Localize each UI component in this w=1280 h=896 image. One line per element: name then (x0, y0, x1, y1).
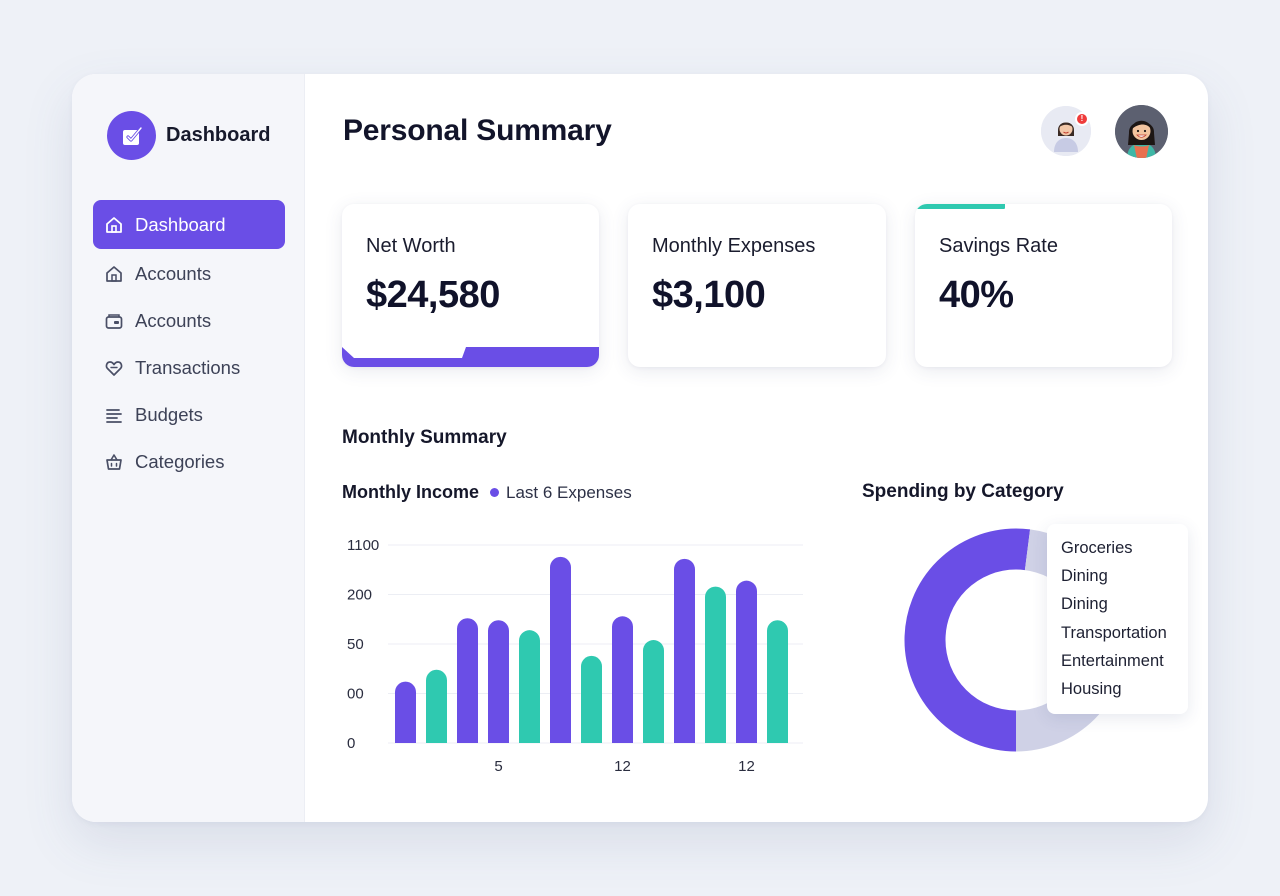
main-content: Personal Summary ! (305, 74, 1208, 822)
card-label: Savings Rate (939, 235, 1058, 257)
category-legend-item[interactable]: Groceries (1061, 539, 1133, 557)
sidebar: Dashboard Dashboard Accounts Accounts (72, 74, 305, 822)
card-label: Monthly Expenses (652, 235, 816, 257)
x-tick-label: 12 (738, 758, 755, 775)
check-calendar-icon (107, 111, 156, 160)
brand-title: Dashboard (166, 124, 271, 146)
savings-rate-card[interactable]: Savings Rate 40% (915, 204, 1172, 367)
category-legend-item[interactable]: Dining (1061, 595, 1108, 614)
bar[interactable] (519, 630, 540, 743)
bar[interactable] (612, 616, 633, 743)
y-tick-label: 00 (347, 686, 364, 703)
y-tick-label: 200 (347, 587, 372, 604)
sidebar-item-accounts[interactable]: Accounts (93, 249, 285, 298)
category-legend-item[interactable]: Entertainment (1061, 651, 1164, 670)
bar[interactable] (488, 620, 509, 743)
bar[interactable] (395, 681, 416, 743)
basket-icon (103, 451, 125, 473)
user-avatar-icon (1115, 105, 1168, 158)
bar-chart-header: Monthly Income Last 6 Expenses (342, 482, 632, 503)
sidebar-item-transactions[interactable]: Transactions (93, 343, 285, 392)
notifications-avatar[interactable] (1041, 106, 1091, 156)
legend-label: Last 6 Expenses (506, 482, 632, 502)
category-legend-item[interactable]: Housing (1061, 679, 1122, 698)
bar[interactable] (674, 558, 695, 743)
bar[interactable] (426, 669, 447, 743)
card-value: $3,100 (652, 274, 766, 316)
category-legend-item[interactable]: Transportation (1061, 623, 1167, 642)
page-title: Personal Summary (343, 114, 612, 147)
card-value: 40% (939, 274, 1014, 316)
sidebar-item-label: Transactions (135, 356, 241, 378)
y-tick-label: 1100 (347, 537, 379, 554)
bar[interactable] (705, 586, 726, 743)
x-tick-label: 5 (494, 758, 502, 775)
wallet-icon (103, 310, 125, 332)
x-tick-label: 12 (614, 758, 631, 775)
app-window: Dashboard Dashboard Accounts Accounts (72, 74, 1208, 822)
bar[interactable] (643, 640, 664, 743)
section-title: Monthly Summary (342, 427, 507, 448)
category-legend-item[interactable]: Dining (1061, 567, 1108, 586)
y-tick-label: 50 (347, 636, 364, 653)
bar-chart-title: Monthly Income (342, 482, 480, 502)
bar[interactable] (581, 655, 602, 743)
sidebar-nav: Dashboard Accounts Accounts Transactions (93, 200, 285, 484)
monthly-expenses-card[interactable]: Monthly Expenses $3,100 (628, 204, 886, 367)
notification-badge: ! (1075, 112, 1089, 126)
sidebar-item-dashboard[interactable]: Dashboard (93, 200, 285, 249)
net-worth-card[interactable]: Net Worth $24,580 (342, 204, 599, 367)
sidebar-item-budgets[interactable]: Budgets (93, 390, 285, 439)
sidebar-item-accounts-2[interactable]: Accounts (93, 296, 285, 345)
sidebar-item-label: Dashboard (135, 213, 226, 235)
heart-chat-icon (103, 357, 125, 379)
card-label: Net Worth (366, 235, 456, 257)
card-value: $24,580 (366, 274, 500, 316)
sidebar-item-label: Categories (135, 450, 225, 472)
bar[interactable] (457, 618, 478, 743)
category-legend: Groceries Dining Dining Transportation Enter… (1047, 524, 1188, 714)
y-tick-label: 0 (347, 735, 355, 752)
brand[interactable]: Dashboard (107, 111, 270, 160)
sidebar-item-categories[interactable]: Categories (93, 437, 285, 486)
home-outline-icon (103, 263, 125, 285)
user-avatar-icon (1041, 106, 1091, 156)
home-icon (103, 214, 125, 236)
bar[interactable] (767, 620, 788, 743)
legend-dot-icon (490, 488, 500, 497)
profile-avatar[interactable] (1115, 105, 1168, 158)
pie-chart-title: Spending by Category (862, 481, 1064, 502)
sidebar-item-label: Accounts (135, 309, 212, 331)
bar[interactable] (550, 556, 571, 743)
sidebar-item-label: Accounts (135, 262, 212, 284)
card-accent-bar (342, 347, 599, 367)
card-accent-bar (915, 204, 1005, 209)
sidebar-item-label: Budgets (135, 403, 203, 425)
list-icon (103, 404, 125, 426)
bar[interactable] (736, 580, 757, 743)
